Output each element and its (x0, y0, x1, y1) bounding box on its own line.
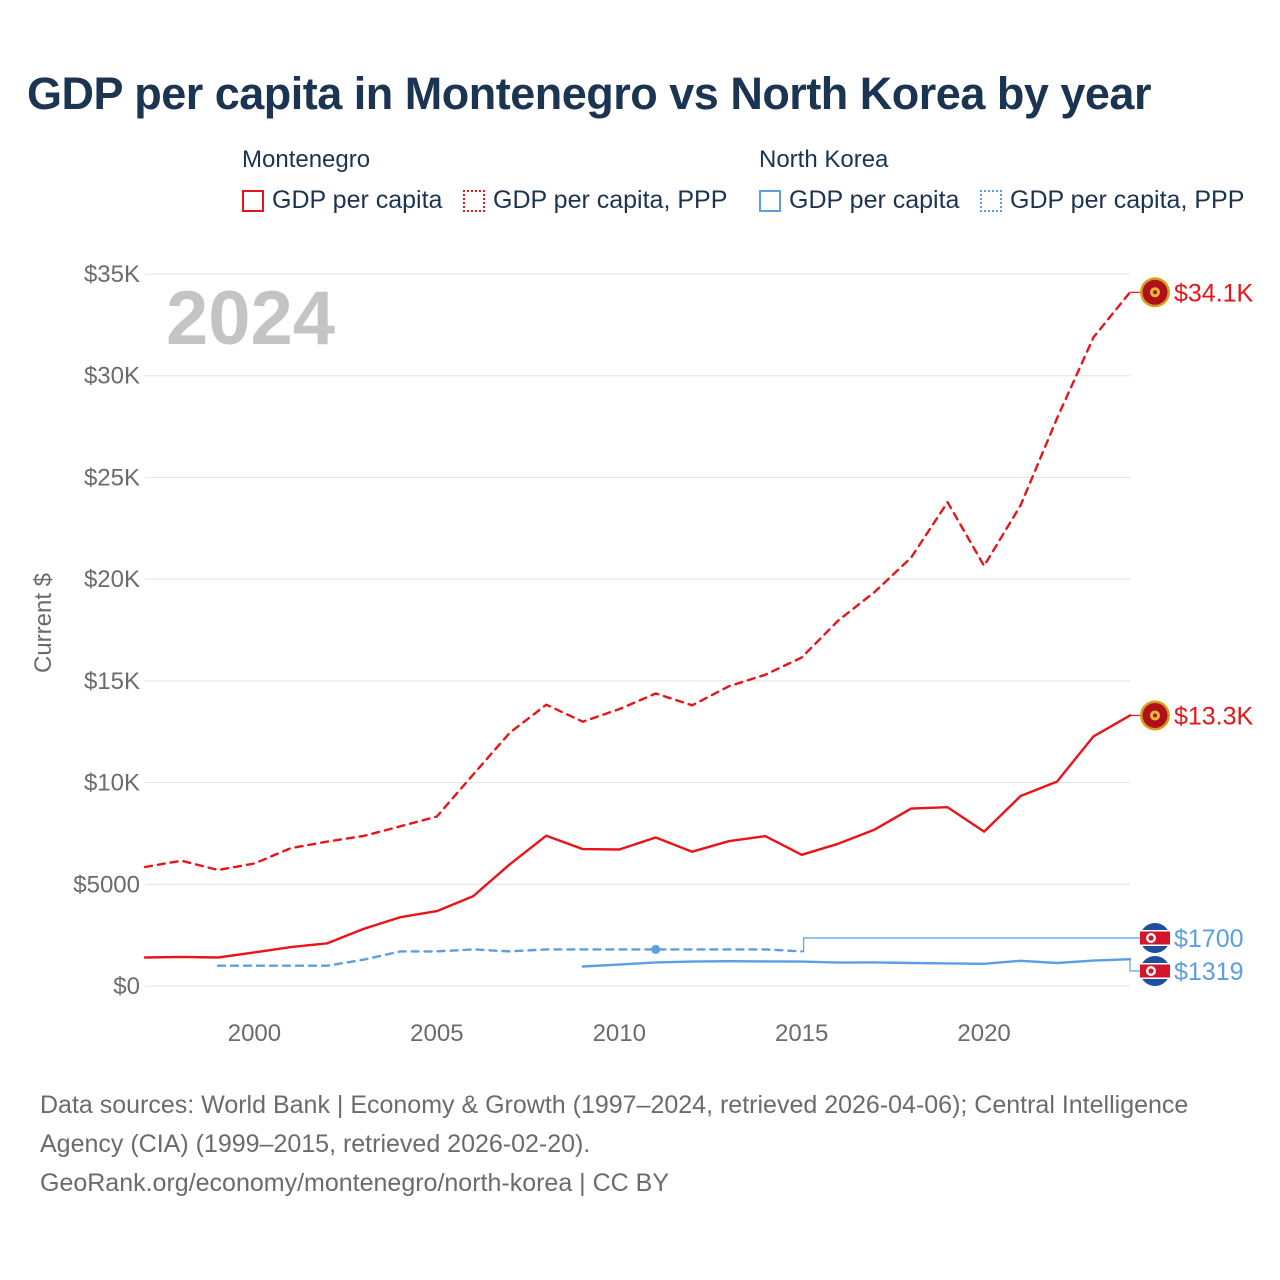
legend-label: GDP per capita (789, 186, 960, 214)
series-marker (651, 944, 661, 954)
series-line-0 (143, 714, 1132, 959)
series-line-3 (216, 948, 803, 967)
x-tick-label: 2015 (775, 1020, 828, 1047)
y-tick-label: $10K (84, 770, 140, 797)
y-tick-label: $20K (84, 566, 140, 593)
flag-emblem-center (1153, 713, 1157, 718)
legend-swatch-dotted (463, 189, 485, 212)
x-tick-label: 2020 (957, 1020, 1010, 1047)
flag-star (1148, 968, 1154, 974)
legend-item-north-korea-gdp[interactable]: GDP per capita (759, 186, 959, 215)
x-tick-label: 2000 (228, 1020, 281, 1047)
legend-item-montenegro-gdp[interactable]: GDP per capita (242, 186, 442, 215)
legend-swatch-dotted (980, 189, 1002, 212)
y-tick-label: $30K (84, 363, 140, 390)
footer-sources-line2: Agency (CIA) (1999–2015, retrieved 2026-… (40, 1130, 591, 1158)
legend-label: GDP per capita, PPP (1010, 186, 1245, 214)
legend-item-north-korea-gdp-ppp[interactable]: GDP per capita, PPP (980, 186, 1244, 215)
legend-item-montenegro-gdp-ppp[interactable]: GDP per capita, PPP (463, 186, 727, 215)
flag-star (1148, 935, 1154, 941)
north-korea-flag-icon (1140, 923, 1170, 953)
y-tick-label: $5000 (73, 871, 140, 898)
legend-label: GDP per capita (272, 186, 443, 214)
north-korea-flag-icon (1140, 956, 1170, 986)
flag-emblem-center (1153, 290, 1157, 295)
footer: Data sources: World Bank | Economy & Gro… (40, 1086, 1250, 1203)
end-value-label: $13.3K (1174, 702, 1254, 730)
leader-line (801, 937, 1141, 953)
montenegro-flag-icon (1140, 277, 1170, 308)
axes: $0 $5000 $10K $15K $20K $25K $30K $35K 2000 2005 2… (73, 261, 1011, 1047)
y-tick-label: $35K (84, 261, 140, 288)
footer-sources-line1: Data sources: World Bank | Economy & Gro… (40, 1091, 1189, 1119)
footer-credit[interactable]: GeoRank.org/economy/montenegro/north-kor… (40, 1169, 670, 1197)
montenegro-flag-icon (1140, 700, 1170, 731)
legend-group-montenegro: Montenegro (242, 146, 371, 173)
leader-line (1129, 959, 1141, 972)
y-tick-label: $0 (113, 973, 140, 1000)
legend-label: GDP per capita, PPP (493, 186, 728, 214)
grid (145, 273, 1130, 987)
series-line-1 (143, 291, 1132, 872)
end-labels: $13.3K $34.1K $1319 $1700 (1140, 277, 1254, 986)
x-tick-label: 2005 (410, 1020, 463, 1047)
legend-swatch-solid (242, 189, 264, 212)
series-line-2 (581, 958, 1132, 968)
y-tick-label: $15K (84, 668, 140, 695)
chart-title: GDP per capita in Montenegro vs North Ko… (27, 68, 1151, 119)
year-watermark: 2024 (166, 276, 335, 361)
legend-group-north-korea: North Korea (759, 146, 889, 173)
y-axis-label: Current $ (30, 573, 57, 673)
end-value-label: $34.1K (1174, 279, 1254, 307)
legend-swatch-solid (759, 189, 781, 212)
end-value-label: $1700 (1174, 925, 1244, 953)
series (143, 291, 1141, 972)
end-value-label: $1319 (1174, 958, 1244, 986)
y-tick-label: $25K (84, 464, 140, 491)
x-tick-label: 2010 (593, 1020, 646, 1047)
